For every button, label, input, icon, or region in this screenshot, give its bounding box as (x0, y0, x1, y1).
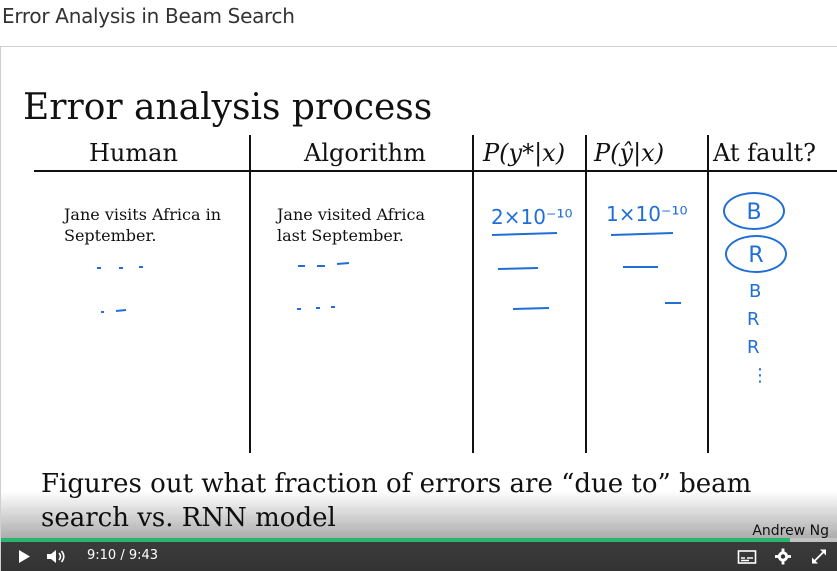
time-separator: / (120, 548, 125, 563)
human-translation-line: Jane visits Africa in (64, 205, 221, 224)
volume-button[interactable] (45, 547, 67, 566)
column-header-algorithm: Algorithm (304, 139, 426, 167)
captions-button[interactable] (737, 547, 757, 566)
dot-mark (115, 309, 127, 312)
column-header-human: Human (89, 139, 178, 167)
duration: 9:43 (128, 548, 159, 563)
page-title: Error Analysis in Beam Search (2, 4, 295, 28)
caption-line: search vs. RNN model (41, 503, 336, 533)
play-icon (19, 550, 30, 563)
fault-mark-circled: R (725, 235, 787, 273)
video-player[interactable]: Error analysis process Human Algorithm P… (0, 46, 837, 571)
underline-mark (491, 232, 558, 236)
column-divider (472, 135, 474, 453)
settings-button[interactable] (774, 547, 792, 566)
captions-icon (737, 550, 757, 564)
caption-line: Figures out what fraction of errors are … (41, 469, 752, 499)
dash-mark (497, 267, 539, 270)
fault-mark-circled: B (723, 192, 785, 230)
human-translation-line: September. (64, 226, 157, 245)
p-ystar-value: 2×10⁻¹⁰ (491, 205, 573, 229)
human-translation: Jane visits Africa in September. (64, 204, 221, 246)
fault-mark: R (747, 337, 760, 358)
play-button[interactable] (17, 547, 31, 566)
fullscreen-button[interactable] (810, 547, 828, 566)
slide-heading: Error analysis process (23, 87, 433, 128)
fault-mark: R (747, 309, 760, 330)
fault-mark: ⋮ (751, 365, 769, 386)
fault-mark: B (749, 281, 762, 302)
dot-mark (336, 262, 350, 265)
player-controls: 9:10 / 9:43 (1, 542, 837, 571)
column-header-at-fault: At fault? (713, 139, 817, 167)
algorithm-translation-line: Jane visited Africa (277, 205, 425, 224)
fullscreen-icon (812, 549, 826, 564)
dash-mark (512, 307, 550, 310)
column-divider (249, 135, 251, 453)
column-divider (707, 135, 709, 453)
p-yhat-value: 1×10⁻¹⁰ (606, 202, 688, 226)
time-display: 9:10 / 9:43 (87, 548, 158, 563)
column-header-p-yhat: P(ŷ|x) (594, 139, 665, 167)
handwritten-marks (97, 232, 681, 313)
algorithm-translation-line: last September. (277, 226, 404, 245)
progress-bar[interactable] (1, 538, 837, 542)
current-time: 9:10 (87, 548, 117, 563)
progress-bar-fill (1, 538, 791, 542)
underline-mark (610, 232, 674, 236)
algorithm-translation: Jane visited Africa last September. (277, 204, 425, 246)
column-header-p-ystar: P(y*|x) (483, 139, 566, 167)
table-header-rule (34, 170, 837, 172)
slide-caption: Figures out what fraction of errors are … (41, 467, 781, 535)
author-watermark: Andrew Ng (752, 523, 829, 539)
volume-icon (47, 550, 65, 563)
gear-icon (775, 548, 791, 565)
column-divider (585, 135, 587, 453)
